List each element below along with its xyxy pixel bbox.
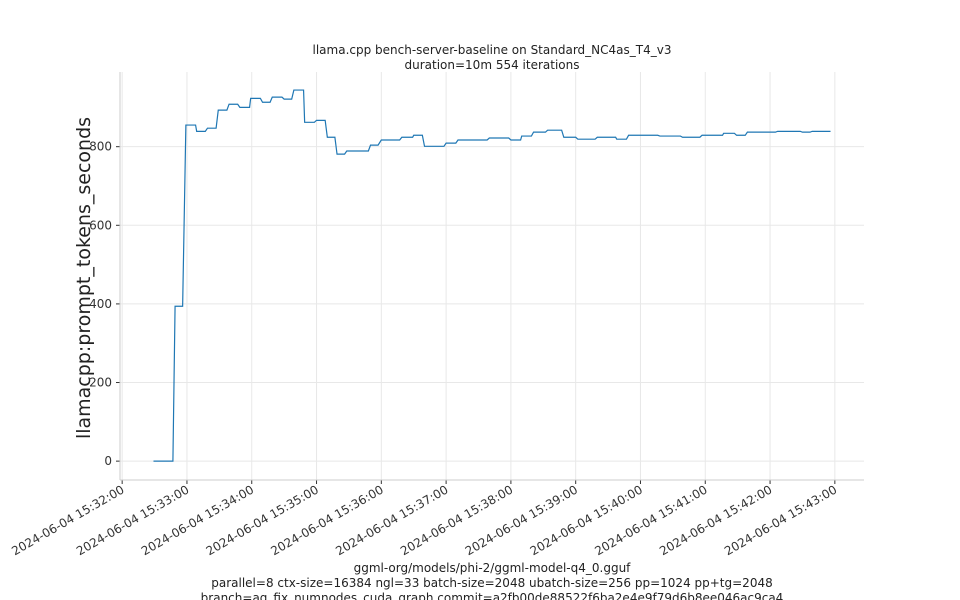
x-tick-label: 2024-06-04 15:41:00 xyxy=(592,482,709,558)
footer-line: ggml-org/models/phi-2/ggml-model-q4_0.gg… xyxy=(354,561,632,575)
x-tick-label: 2024-06-04 15:32:00 xyxy=(9,482,126,558)
chart-title: llama.cpp bench-server-baseline on Stand… xyxy=(313,43,672,57)
footer-line: parallel=8 ctx-size=16384 ngl=33 batch-s… xyxy=(211,576,772,590)
x-tick-label: 2024-06-04 15:39:00 xyxy=(463,482,580,558)
y-tick-label: 200 xyxy=(89,376,112,390)
chart-subtitle: duration=10m 554 iterations xyxy=(405,58,580,72)
x-tick-label: 2024-06-04 15:42:00 xyxy=(657,482,774,558)
x-tick-label: 2024-06-04 15:35:00 xyxy=(204,482,321,558)
x-tick-label: 2024-06-04 15:38:00 xyxy=(398,482,515,558)
data-line xyxy=(153,89,831,462)
y-tick-label: 600 xyxy=(89,218,112,232)
y-tick-label: 400 xyxy=(89,297,112,311)
y-axis-label: llamacpp:prompt_tokens_seconds xyxy=(73,117,95,439)
x-tick-label: 2024-06-04 15:40:00 xyxy=(528,482,645,558)
x-tick-label: 2024-06-04 15:36:00 xyxy=(268,482,385,558)
x-tick-label: 2024-06-04 15:33:00 xyxy=(74,482,191,558)
y-tick-label: 800 xyxy=(89,140,112,154)
x-tick-label: 2024-06-04 15:34:00 xyxy=(139,482,256,558)
x-tick-label: 2024-06-04 15:43:00 xyxy=(722,482,839,558)
y-tick-label: 0 xyxy=(104,454,112,468)
footer-line: branch=ag_fix_numnodes_cuda_graph commit… xyxy=(201,591,784,600)
x-tick-label: 2024-06-04 15:37:00 xyxy=(333,482,450,558)
